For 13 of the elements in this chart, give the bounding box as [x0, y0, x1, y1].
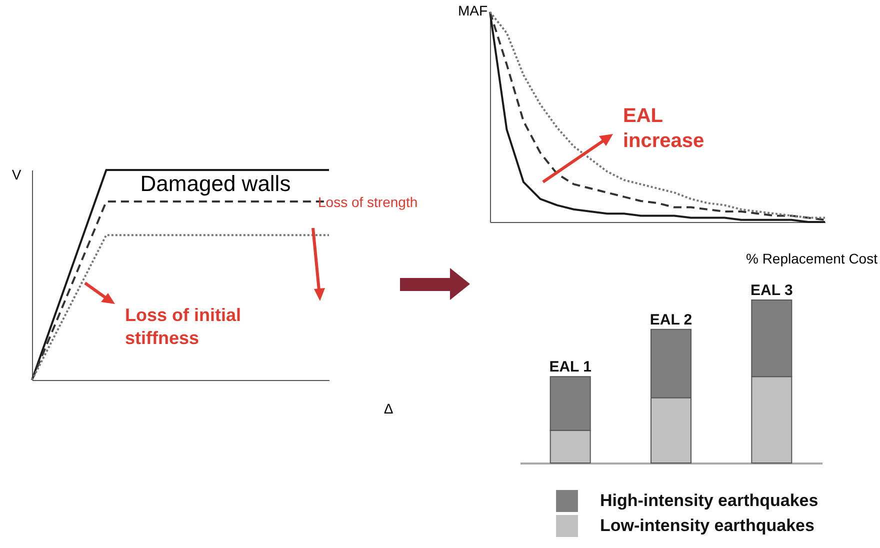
- x-tick-label: EAL 3: [750, 282, 793, 299]
- x-tick-label: EAL 2: [650, 311, 692, 328]
- x-axis-title: Δ: [384, 400, 394, 416]
- chart-title: Damaged walls: [140, 171, 291, 196]
- x-axis-title: % Replacement Cost: [746, 250, 878, 266]
- annotation: Loss of initial stiffness: [125, 304, 242, 349]
- y-axis-title: V: [12, 166, 22, 182]
- annotation: EAL increase: [623, 104, 706, 154]
- y-axis-title: MAF: [458, 2, 488, 18]
- legend-label: Low-intensity earthquakes: [600, 516, 814, 535]
- legend-label: High-intensity earthquakes: [600, 491, 818, 510]
- annotation: Loss of strength: [318, 194, 419, 212]
- x-tick-label: EAL 1: [549, 358, 592, 376]
